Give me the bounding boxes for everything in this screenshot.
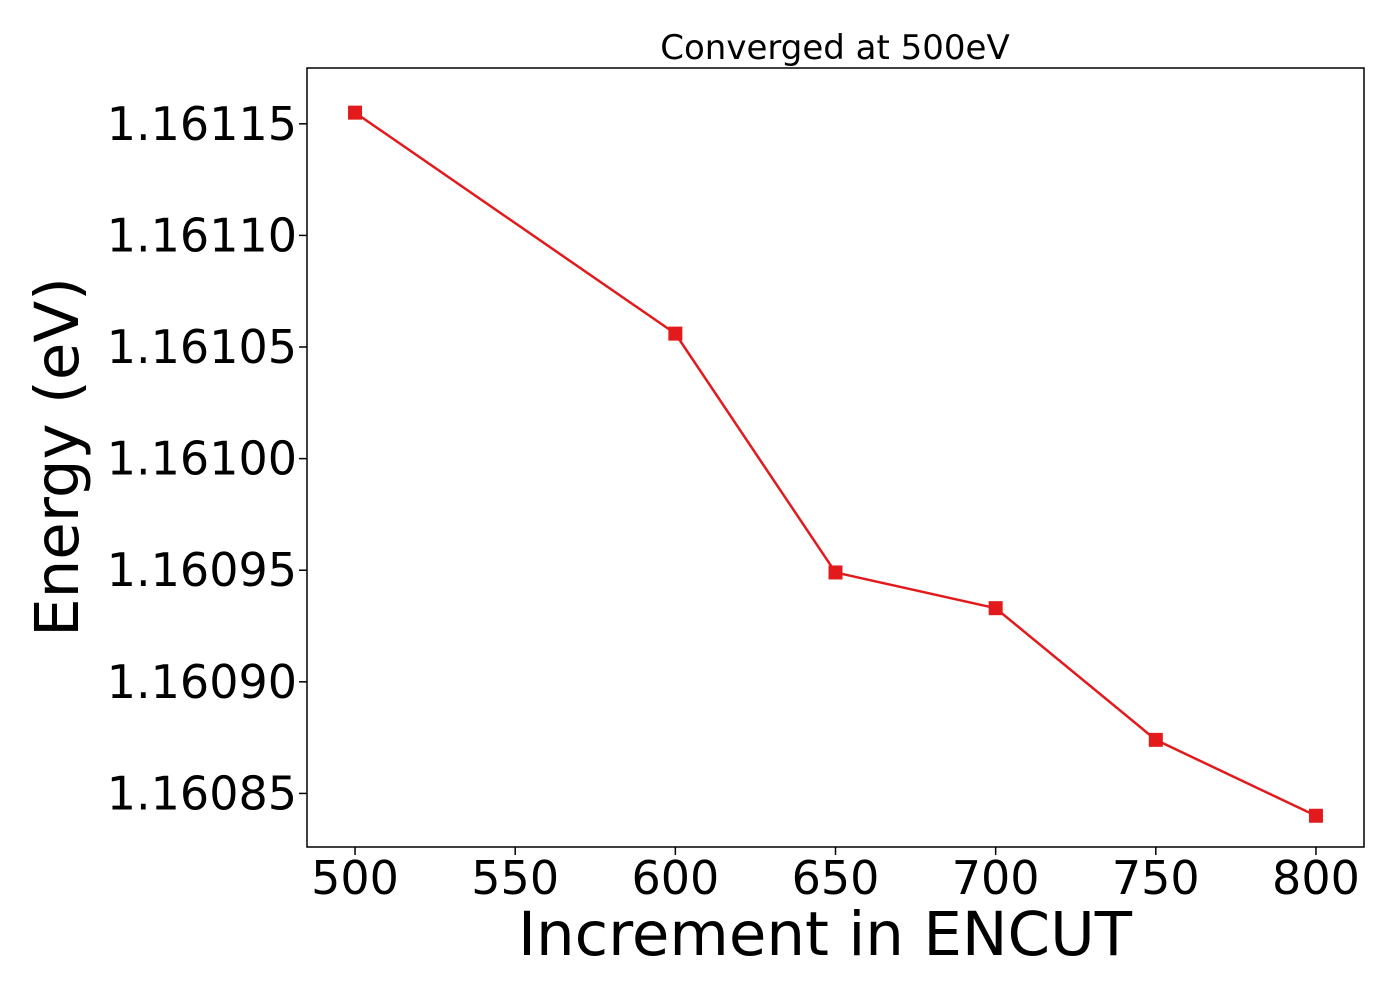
y-axis-label: Energy (eV) <box>22 277 93 637</box>
data-point-marker <box>1148 732 1163 747</box>
x-tick-label: 800 <box>1272 851 1360 905</box>
y-tick-label: 1.16095 <box>107 543 297 597</box>
x-tick-label: 500 <box>311 851 399 905</box>
data-point-marker <box>1308 808 1323 823</box>
x-tick-label: 750 <box>1112 851 1200 905</box>
y-tick-label: 1.16105 <box>107 320 297 374</box>
data-point-marker <box>828 565 843 580</box>
y-tick-label: 1.16100 <box>107 432 297 486</box>
x-tick-label: 650 <box>792 851 880 905</box>
data-series <box>348 105 1323 823</box>
y-tick-label: 1.16090 <box>107 655 297 709</box>
series-line <box>354 111 1317 817</box>
x-tick-label: 550 <box>471 851 559 905</box>
plot-frame <box>306 67 1365 848</box>
x-axis: 500 550 600 650 700 750 800 <box>311 847 1360 905</box>
x-tick-label: 700 <box>952 851 1040 905</box>
x-tick-label: 600 <box>631 851 719 905</box>
data-point-marker <box>668 326 683 341</box>
data-point-marker <box>348 105 363 120</box>
chart-title: Converged at 500eV <box>660 28 1009 68</box>
data-point-marker <box>988 601 1003 616</box>
y-tick-label: 1.16085 <box>107 766 297 820</box>
x-axis-label: Increment in ENCUT <box>518 899 1133 970</box>
y-tick-label: 1.16115 <box>107 97 297 151</box>
y-tick-label: 1.16110 <box>107 208 297 262</box>
y-axis: 1.16085 1.16090 1.16095 1.16100 1.16105 1.161… <box>107 97 307 820</box>
